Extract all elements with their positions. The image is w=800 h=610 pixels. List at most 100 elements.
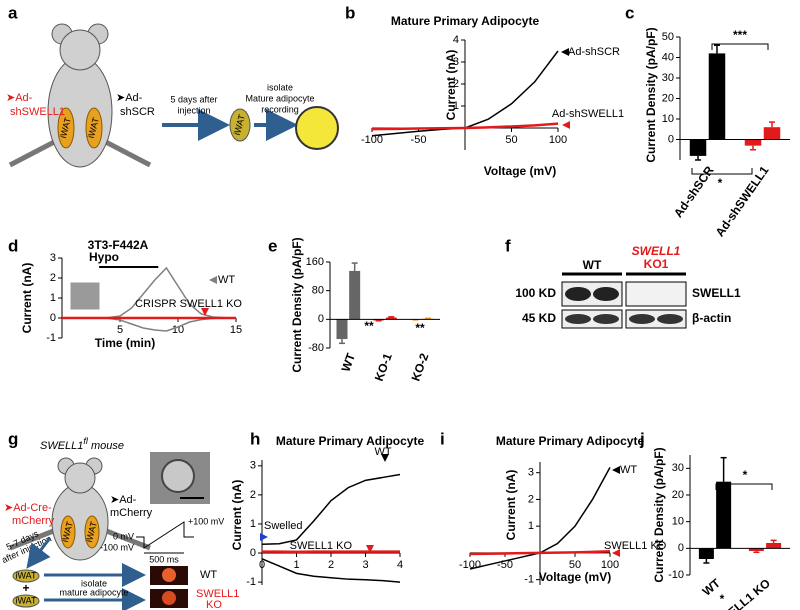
band [593, 314, 619, 324]
bar [748, 548, 764, 551]
cell [162, 591, 176, 605]
blot-column: SWELL1 [632, 244, 681, 258]
syringe [8, 137, 60, 168]
result-label: WT [200, 569, 217, 581]
bar [698, 548, 714, 559]
fat-pad [84, 515, 100, 549]
virus-label: shSCR [120, 106, 155, 118]
series-line [261, 558, 401, 583]
x-axis-label: Time (min) [95, 336, 155, 350]
bar [763, 127, 781, 140]
y-tick-label: 3 [453, 56, 459, 68]
fat-pad [60, 515, 76, 549]
x-tick-label: Ad-shSWELL1 [713, 163, 772, 239]
bar [708, 53, 726, 140]
protein-label: SWELL1 [692, 286, 741, 300]
marker-label: 100 KD [515, 286, 556, 300]
series-label: Ad-shSCR [568, 46, 620, 58]
series-label: WT [620, 464, 637, 476]
y-tick-label: 1 [50, 292, 56, 304]
virus-label: ➤Ad- [116, 92, 143, 104]
y-tick-label: 160 [306, 256, 324, 268]
series-label: SWELL1 KO [604, 540, 667, 552]
x-axis-label: Voltage (mV) [539, 570, 611, 584]
text-part: SWELL1 [40, 440, 83, 452]
step-text: Mature adipocyte [245, 93, 314, 103]
protein-label: β-actin [692, 311, 731, 325]
x-tick-label: 5 [117, 324, 123, 336]
panel-letter: j [639, 429, 645, 448]
virus-label: ➤Ad- [110, 494, 137, 506]
protocol-label: +100 mV [188, 516, 224, 526]
series-label: CRISPR SWELL1 KO [135, 298, 242, 310]
panel-g-diagram: SWELL1fl mouse iWAT iWAT ➤Ad-Cre- mCherr… [0, 436, 239, 610]
y-tick-label: 4 [453, 34, 459, 46]
virus-label: shSWELL1 [10, 106, 65, 118]
fat-pad [12, 569, 40, 583]
significance: * [718, 176, 723, 190]
y-tick-label: 2 [453, 78, 459, 90]
panel-a-diagram: iWAT iWAT ➤Ad- shSWELL1 ➤Ad- shSCR 5 day… [6, 23, 339, 168]
y-axis-label: Current (nA) [230, 480, 244, 551]
hypo-label: Hypo [89, 250, 119, 264]
cell [161, 459, 195, 493]
series-line [261, 473, 401, 546]
y-axis-label: Current Density (pA/pF) [652, 447, 666, 582]
x-tick-label: -50 [411, 134, 427, 146]
protocol-label: -100 mV [100, 542, 134, 552]
x-tick-label: 100 [549, 134, 567, 146]
x-tick-label: 50 [505, 134, 517, 146]
step-text: injection [177, 105, 210, 115]
bar [744, 139, 762, 146]
y-axis-label: Current (nA) [444, 50, 458, 121]
x-tick-label: KO-1 [372, 351, 395, 383]
arrow [26, 537, 52, 569]
y-tick-label: 0 [250, 547, 256, 559]
significance: * [720, 592, 725, 606]
series-line [469, 550, 611, 556]
y-axis-label: Current (nA) [504, 470, 518, 541]
bar [716, 481, 732, 549]
y-tick-label: 1 [453, 100, 459, 112]
panel-letter: c [625, 3, 634, 22]
inset-image [69, 281, 101, 311]
band [565, 314, 591, 324]
y-tick-label: 0 [678, 542, 684, 554]
panel-letter: d [8, 236, 18, 255]
y-tick-label: 10 [672, 516, 684, 528]
band [565, 287, 591, 301]
blot-column: WT [583, 258, 602, 272]
blot-column: KO1 [644, 257, 669, 271]
y-tick-label: 2 [50, 272, 56, 284]
fat-pad [85, 107, 103, 149]
protocol-label: 500 ms [149, 554, 179, 564]
pointer [561, 48, 569, 56]
step-text: recording [261, 104, 299, 114]
result-label: SWELL1 [196, 588, 239, 600]
x-tick-label: WT [339, 351, 359, 374]
syringe [9, 527, 57, 551]
step-text: 5 days after [170, 94, 217, 104]
text-part: fl [83, 436, 89, 446]
x-tick-label: 15 [230, 324, 242, 336]
y-tick-label: 80 [312, 285, 324, 297]
significance: *** [733, 28, 747, 42]
y-axis-label: Current (nA) [20, 263, 34, 334]
x-tick-label: Ad-shSCR [671, 163, 717, 220]
cell [162, 568, 176, 582]
panel-f-blot: WT SWELL1 KO1 100 KD 45 KD SWELL1 β-acti… [515, 244, 741, 329]
panel-letter: h [250, 429, 260, 448]
pointer [562, 121, 570, 129]
fat-label: iWAT [16, 570, 37, 580]
chart-title: Mature Primary Adipocyte [391, 14, 540, 28]
y-tick-label: 40 [662, 51, 674, 63]
step-text: mature adipocyte [59, 587, 128, 597]
band [629, 314, 655, 324]
x-tick-label: 1 [293, 559, 299, 571]
series-label: SWELL1 KO [290, 540, 353, 552]
y-tick-label: -80 [308, 342, 324, 354]
panel-letter: f [505, 236, 511, 255]
y-axis-label: Current Density (pA/pF) [644, 27, 658, 162]
bar [766, 543, 782, 549]
x-tick-label: KO-2 [409, 351, 432, 383]
